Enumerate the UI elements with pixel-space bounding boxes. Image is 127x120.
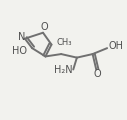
Text: O: O: [94, 69, 101, 79]
Text: H₂N: H₂N: [54, 65, 73, 75]
Text: HO: HO: [12, 46, 27, 56]
Text: O: O: [40, 22, 48, 32]
Text: N: N: [18, 32, 26, 42]
Text: CH₃: CH₃: [57, 38, 72, 47]
Text: OH: OH: [109, 41, 124, 51]
